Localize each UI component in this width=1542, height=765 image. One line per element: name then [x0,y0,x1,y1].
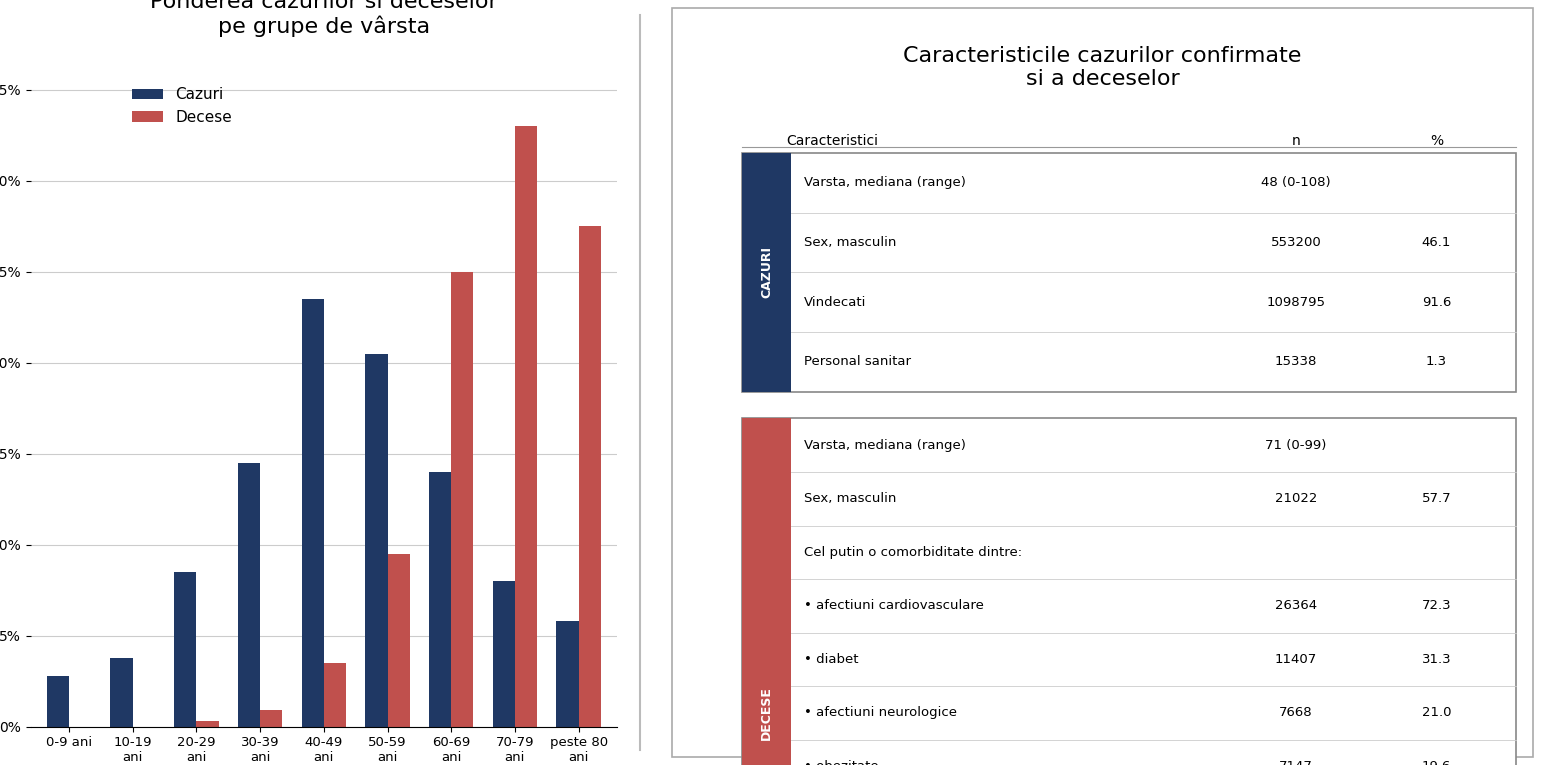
Text: 21022: 21022 [1275,493,1317,505]
Bar [492,581,515,727]
Bar [452,272,473,727]
Text: 26364: 26364 [1275,600,1317,612]
Text: DECESE: DECESE [760,686,773,740]
Text: • diabet: • diabet [803,653,859,666]
Text: 1.3: 1.3 [1426,356,1446,368]
Text: • afectiuni neurologice: • afectiuni neurologice [803,707,956,719]
Text: 11407: 11407 [1275,653,1317,666]
FancyBboxPatch shape [672,8,1533,757]
Text: Vindecati: Vindecati [803,296,867,308]
Text: %: % [1429,134,1443,148]
Text: 19.6: 19.6 [1422,760,1451,765]
Text: Varsta, mediana (range): Varsta, mediana (range) [803,177,965,189]
FancyBboxPatch shape [742,153,1516,392]
Text: • obezitate: • obezitate [803,760,879,765]
Text: 7147: 7147 [1278,760,1312,765]
Text: 21.0: 21.0 [1422,707,1451,719]
Text: • afectiuni cardiovasculare: • afectiuni cardiovasculare [803,600,984,612]
Text: Sex, masculin: Sex, masculin [803,236,896,249]
Bar [387,554,410,727]
Text: n: n [1292,134,1300,148]
Bar [196,721,219,727]
Text: 7668: 7668 [1278,707,1312,719]
Text: 48 (0-108): 48 (0-108) [1261,177,1331,189]
Text: CAZURI: CAZURI [760,246,773,298]
Text: 553200: 553200 [1271,236,1321,249]
Text: Caracteristicile cazurilor confirmate
si a deceselor: Caracteristicile cazurilor confirmate si… [904,46,1301,89]
Text: Varsta, mediana (range): Varsta, mediana (range) [803,439,965,451]
Text: 1098795: 1098795 [1266,296,1326,308]
Text: 46.1: 46.1 [1422,236,1451,249]
Bar [111,658,133,727]
Bar [578,226,601,727]
FancyBboxPatch shape [742,418,791,765]
Bar [46,675,69,727]
Bar [365,353,387,727]
Text: Caracteristici: Caracteristici [786,134,877,148]
Bar [237,463,261,727]
FancyBboxPatch shape [742,153,791,392]
Bar [174,572,196,727]
Bar [302,299,324,727]
Bar [261,711,282,727]
Text: Cel putin o comorbiditate dintre:: Cel putin o comorbiditate dintre: [803,546,1022,558]
Text: 71 (0-99): 71 (0-99) [1264,439,1326,451]
Bar [515,126,537,727]
Text: 31.3: 31.3 [1422,653,1451,666]
Text: 91.6: 91.6 [1422,296,1451,308]
Title: Ponderea cazurilor si deceselor
pe grupe de vârsta: Ponderea cazurilor si deceselor pe grupe… [150,0,498,37]
Legend: Cazuri, Decese: Cazuri, Decese [126,81,237,132]
Bar [557,621,578,727]
Text: 57.7: 57.7 [1422,493,1451,505]
Bar [429,472,452,727]
Text: 15338: 15338 [1275,356,1317,368]
Text: Sex, masculin: Sex, masculin [803,493,896,505]
Text: Personal sanitar: Personal sanitar [803,356,911,368]
Bar [324,663,345,727]
FancyBboxPatch shape [742,418,1516,765]
Text: 72.3: 72.3 [1422,600,1451,612]
